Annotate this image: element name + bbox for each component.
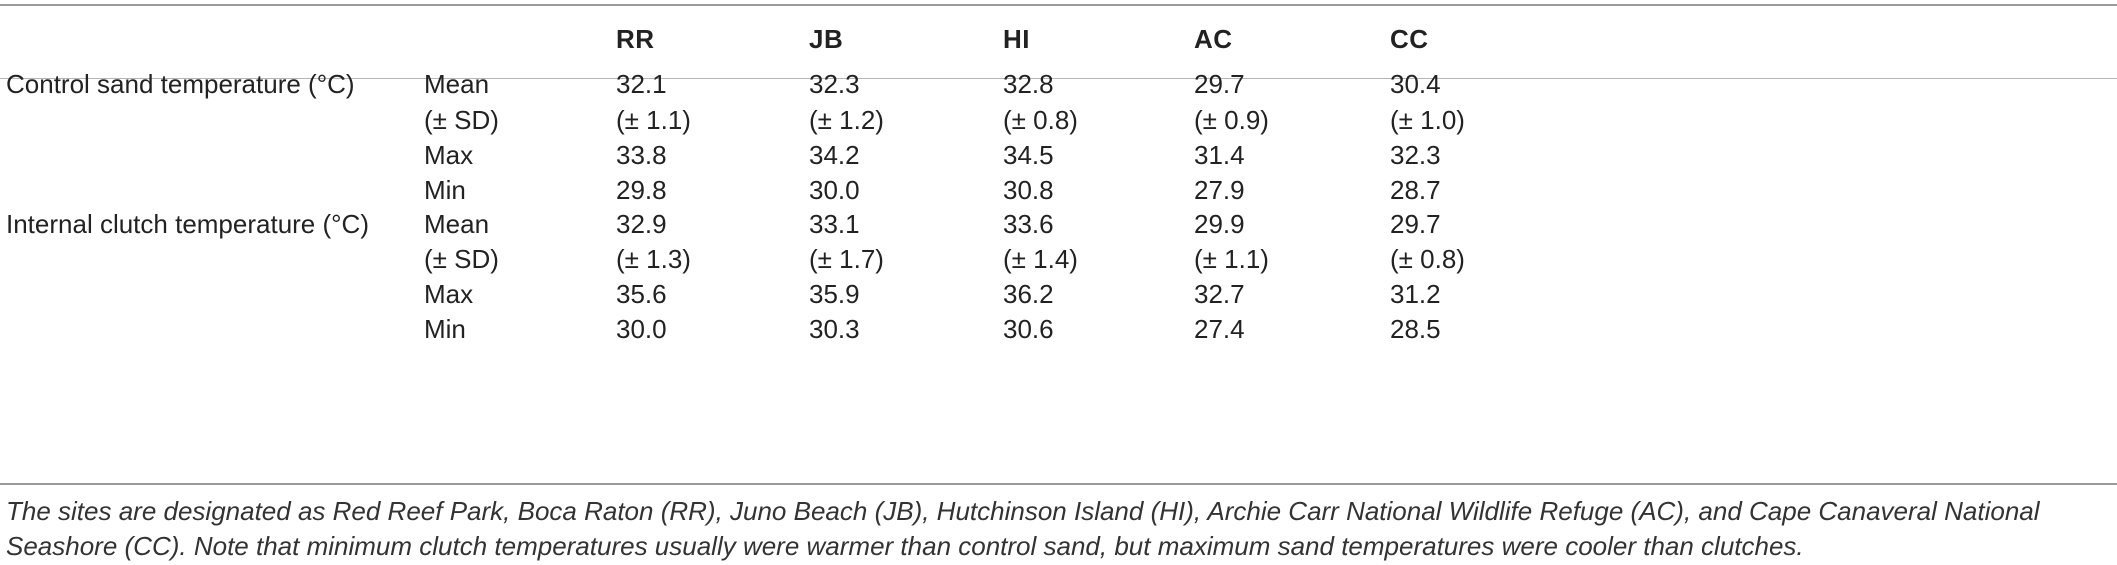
table-cell: 30.8 (1003, 175, 1054, 205)
table-cell: 32.9 (616, 209, 667, 239)
table-cell: (± 1.0) (1390, 105, 1465, 135)
column-header-hi: HI (1003, 24, 1030, 54)
table-cell: (± 1.7) (809, 244, 884, 274)
stat-label: Min (424, 175, 466, 205)
stat-label: Max (424, 140, 474, 170)
table-cell: 32.3 (809, 69, 860, 99)
table-cell: 28.5 (1390, 314, 1441, 344)
stat-label: (± SD) (424, 244, 499, 274)
table-cell: (± 0.8) (1003, 105, 1078, 135)
stat-label: Mean (424, 69, 490, 99)
stat-label: (± SD) (424, 105, 499, 135)
table-cell: 28.7 (1390, 175, 1441, 205)
table-cell: 33.8 (616, 140, 667, 170)
table-cell: 32.7 (1194, 279, 1245, 309)
table-cell: (± 1.1) (616, 105, 691, 135)
table-cell: 32.8 (1003, 69, 1054, 99)
table-cell: (± 1.2) (809, 105, 884, 135)
table-cell: 30.6 (1003, 314, 1054, 344)
table-cell: 35.6 (616, 279, 667, 309)
group-label: Control sand temperature (°C) (6, 69, 355, 99)
table-cell: 32.1 (616, 69, 667, 99)
table-cell: (± 1.1) (1194, 244, 1269, 274)
table-cell: 29.9 (1194, 209, 1245, 239)
stat-label: Mean (424, 209, 490, 239)
table-bottom-rule (0, 483, 2117, 485)
table-cell: (± 0.8) (1390, 244, 1465, 274)
table-cell: 31.4 (1194, 140, 1245, 170)
table-cell: 33.1 (809, 209, 860, 239)
stat-label: Min (424, 314, 466, 344)
group-label: Internal clutch temperature (°C) (6, 209, 369, 239)
table-cell: 33.6 (1003, 209, 1054, 239)
table-cell: 35.9 (809, 279, 860, 309)
table-cell: 30.3 (809, 314, 860, 344)
column-header-cc: CC (1390, 24, 1429, 54)
table-cell: (± 1.4) (1003, 244, 1078, 274)
header-rule (0, 78, 2117, 79)
table-cell: 29.7 (1390, 209, 1441, 239)
table-cell: 32.3 (1390, 140, 1441, 170)
column-header-rr: RR (616, 24, 655, 54)
table-cell: 27.4 (1194, 314, 1245, 344)
table-cell: 34.2 (809, 140, 860, 170)
column-header-ac: AC (1194, 24, 1233, 54)
table-cell: 30.4 (1390, 69, 1441, 99)
table-top-rule (0, 4, 2117, 6)
stat-label: Max (424, 279, 474, 309)
table-cell: 30.0 (616, 314, 667, 344)
table-cell: 29.7 (1194, 69, 1245, 99)
table-cell: 30.0 (809, 175, 860, 205)
table-cell: 34.5 (1003, 140, 1054, 170)
table-cell: (± 1.3) (616, 244, 691, 274)
table-footnote: The sites are designated as Red Reef Par… (6, 496, 2040, 561)
column-header-jb: JB (809, 24, 844, 54)
table-cell: 36.2 (1003, 279, 1054, 309)
table-cell: (± 0.9) (1194, 105, 1269, 135)
table-cell: 29.8 (616, 175, 667, 205)
table-cell: 31.2 (1390, 279, 1441, 309)
table-cell: 27.9 (1194, 175, 1245, 205)
